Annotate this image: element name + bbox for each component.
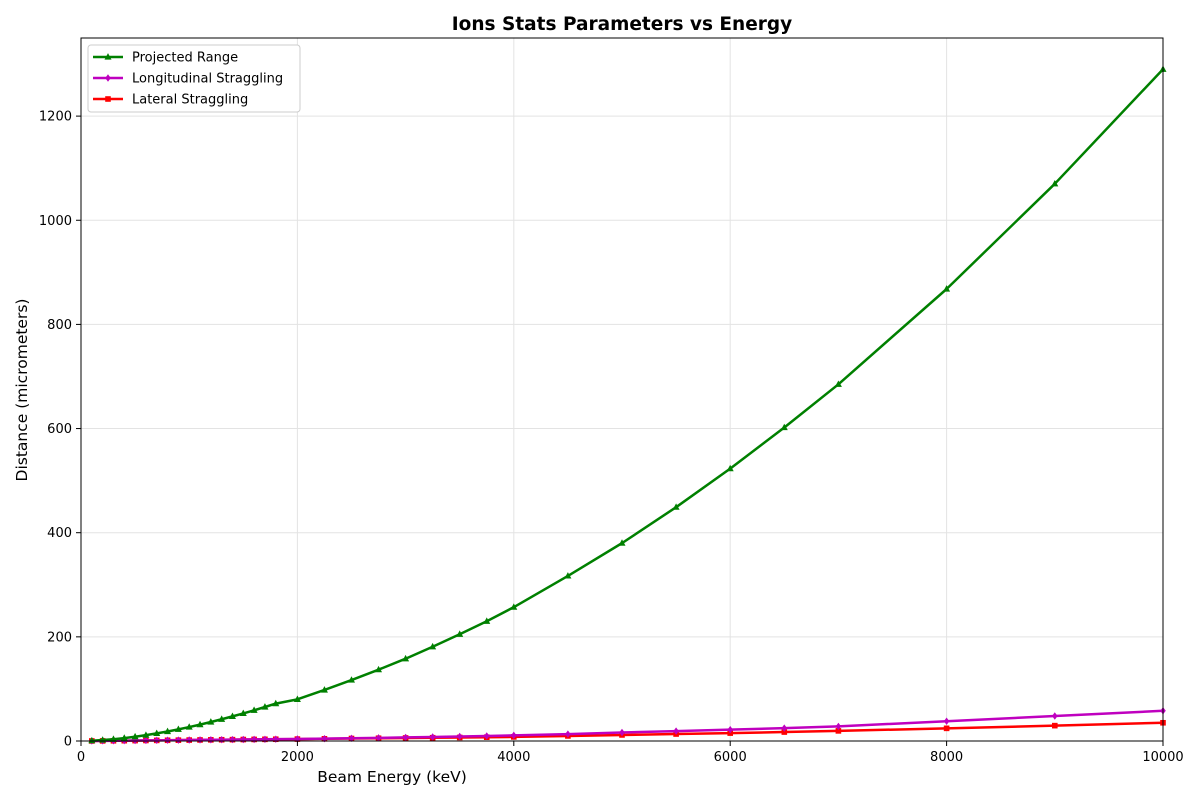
longitudinal-straggling-point (208, 736, 214, 744)
projected-range-point (564, 572, 572, 579)
x-tick-label: 8000 (930, 750, 963, 765)
legend-marker (105, 74, 111, 82)
projected-range-point (120, 734, 128, 741)
legend-marker (105, 96, 111, 102)
projected-range-point (174, 725, 182, 732)
longitudinal-straggling-point (511, 731, 517, 740)
projected-range-point (196, 720, 204, 728)
lateral-straggling-point (1052, 722, 1058, 729)
projected-range-point (250, 706, 258, 713)
projected-range-point (272, 699, 280, 707)
longitudinal-straggling-point (619, 728, 625, 737)
projected-range-point (780, 423, 788, 431)
projected-range-point (142, 731, 150, 738)
longitudinal-straggling-point (1052, 712, 1058, 720)
longitudinal-straggling-point (218, 735, 225, 744)
projected-range-point (510, 603, 518, 610)
projected-range-point (943, 285, 951, 292)
projected-range-point (375, 665, 383, 673)
projected-range-point (228, 712, 236, 719)
longitudinal-straggling-point (321, 734, 328, 743)
y-tick-label: 0 (64, 735, 72, 750)
x-tick-label: 10000 (1142, 750, 1183, 765)
x-axis-ticks: 0 2000 4000 6000 8000 10000 (77, 741, 1184, 765)
longitudinal-straggling-point (456, 732, 463, 741)
projected-range-point (618, 539, 626, 546)
longitudinal-straggling-point (186, 736, 192, 744)
projected-range-series (88, 65, 1167, 744)
y-tick-label: 800 (47, 318, 72, 333)
legend-box (87, 44, 301, 113)
longitudinal-straggling-point (673, 727, 679, 735)
longitudinal-straggling-point (262, 735, 268, 743)
longitudinal-straggling-point (727, 725, 733, 734)
longitudinal-straggling-point (153, 736, 160, 745)
projected-range-point (261, 703, 269, 710)
legend-label: Lateral Straggling (132, 93, 248, 108)
legend-entry-projected-range: Projected Range (93, 51, 238, 66)
grid (80, 38, 1164, 742)
longitudinal-straggling-point (943, 717, 950, 725)
longitudinal-straggling-point (565, 730, 571, 738)
plot-frame (80, 37, 1164, 742)
projected-range-point (347, 676, 356, 683)
projected-range-point (185, 723, 193, 730)
legend-marker (104, 53, 112, 60)
projected-range-point (131, 732, 139, 740)
longitudinal-straggling-point (251, 735, 257, 744)
projected-range-point (726, 464, 734, 472)
projected-range-point (320, 686, 328, 693)
longitudinal-straggling-point (164, 736, 171, 744)
legend-entry-lateral-straggling: Lateral Straggling (93, 93, 248, 108)
x-tick-label: 4000 (497, 750, 530, 765)
projected-range-point (1051, 179, 1059, 187)
x-axis-title: Beam Energy (keV) (317, 768, 467, 786)
projected-range-point (153, 729, 161, 736)
longitudinal-straggling-point (143, 736, 149, 745)
longitudinal-straggling-point (429, 733, 436, 741)
projected-range-point (218, 715, 226, 722)
y-tick-label: 400 (47, 526, 72, 541)
longitudinal-straggling-point (781, 724, 788, 732)
y-axis-title: Distance (micrometers) (13, 299, 31, 482)
y-tick-label: 1000 (39, 214, 72, 229)
lateral-straggling-point (943, 725, 950, 732)
y-tick-label: 200 (47, 630, 72, 645)
projected-range-point (834, 380, 842, 387)
projected-range-point (456, 630, 464, 637)
x-tick-label: 2000 (281, 750, 314, 765)
longitudinal-straggling-series (89, 707, 1166, 745)
series-layer (88, 65, 1167, 745)
x-tick-label: 6000 (714, 750, 747, 765)
projected-range-point (402, 654, 410, 662)
legend-entry-longitudinal-straggling: Longitudinal Straggling (93, 72, 283, 87)
y-tick-label: 600 (47, 422, 72, 437)
projected-range-point (88, 736, 96, 744)
projected-range-point (207, 718, 215, 725)
projected-range-line (91, 68, 1164, 742)
projected-range-point (109, 735, 117, 742)
longitudinal-straggling-point (483, 732, 490, 740)
legend: Projected Range Longitudinal Straggling La… (87, 44, 301, 113)
projected-range-point (239, 709, 247, 717)
projected-range-point (672, 503, 680, 510)
longitudinal-straggling-point (197, 736, 203, 744)
chart-title: Ions Stats Parameters vs Energy (452, 14, 792, 35)
legend-label: Longitudinal Straggling (132, 72, 283, 87)
y-axis-ticks: 0 200 400 600 800 1000 1200 (39, 110, 81, 750)
longitudinal-straggling-point (175, 736, 182, 744)
projected-range-point (429, 642, 437, 650)
projected-range-point (483, 617, 491, 624)
x-tick-label: 0 (77, 750, 85, 765)
projected-range-point (164, 727, 172, 735)
longitudinal-straggling-point (835, 722, 842, 731)
projected-range-point (293, 695, 301, 702)
legend-label: Projected Range (132, 51, 238, 66)
y-tick-label: 1200 (39, 110, 72, 125)
